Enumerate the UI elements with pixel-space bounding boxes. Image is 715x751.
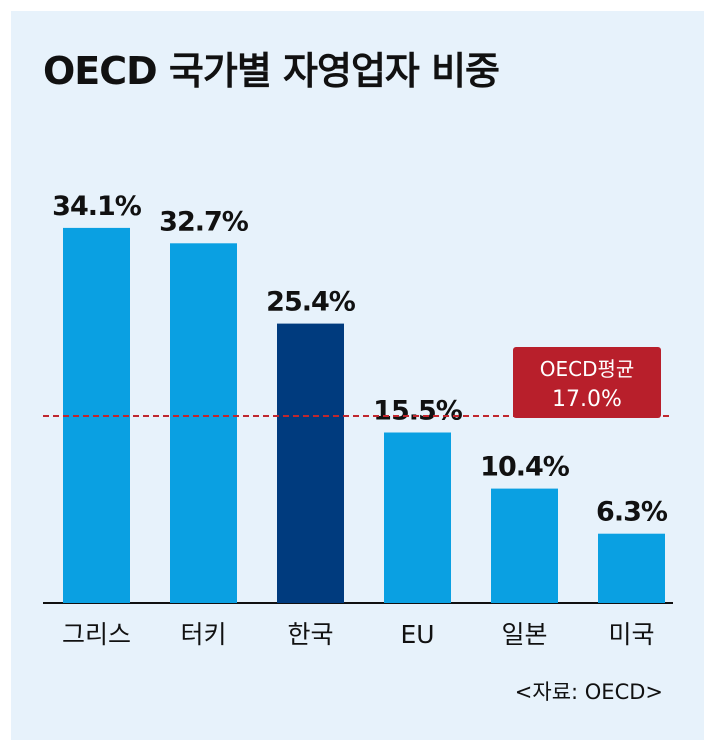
category-label: 한국 <box>287 620 333 649</box>
bar <box>598 533 665 603</box>
data-label: 6.3% <box>596 497 668 528</box>
data-label: 10.4% <box>480 452 570 483</box>
bar <box>277 323 344 603</box>
bar <box>491 488 558 603</box>
data-label: 32.7% <box>159 206 249 237</box>
average-label: OECD평균 <box>540 357 635 381</box>
category-label: 일본 <box>501 620 547 649</box>
source-note: <자료: OECD> <box>514 680 663 704</box>
data-label: 25.4% <box>266 287 356 318</box>
chart-title: OECD 국가별 자영업자 비중 <box>43 49 500 93</box>
category-label: 그리스 <box>62 620 131 649</box>
category-label: 미국 <box>608 620 654 649</box>
data-label: 34.1% <box>52 191 142 222</box>
data-label: 15.5% <box>373 396 463 427</box>
average-box <box>513 347 661 418</box>
category-label: 터키 <box>180 620 226 649</box>
bar <box>384 432 451 603</box>
average-value: 17.0% <box>552 387 622 412</box>
bar <box>170 243 237 604</box>
category-label: EU <box>400 620 434 649</box>
